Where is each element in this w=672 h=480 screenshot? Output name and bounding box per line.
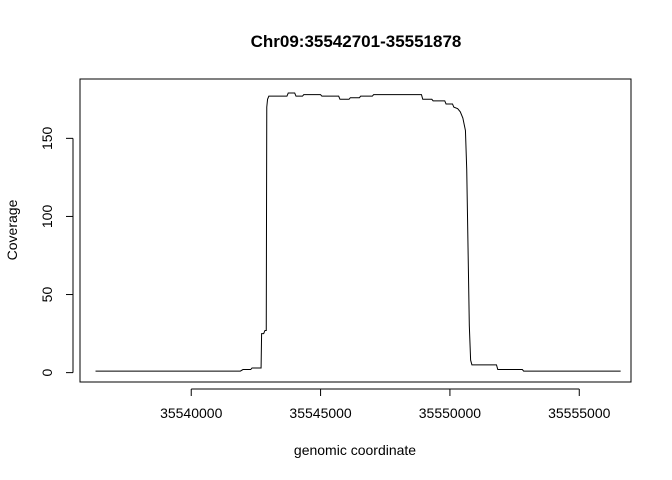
x-tick-label: 35540000 xyxy=(160,405,223,421)
chart-title: Chr09:35542701-35551878 xyxy=(251,32,462,51)
series-layer xyxy=(95,92,621,372)
x-tick-label: 35545000 xyxy=(289,405,352,421)
x-axis-label: genomic coordinate xyxy=(294,442,416,458)
y-tick-label: 100 xyxy=(39,205,55,229)
coverage-line xyxy=(95,92,621,372)
x-tick-label: 35550000 xyxy=(419,405,482,421)
y-axis-label: Coverage xyxy=(4,199,20,260)
y-axis: 0 50 100 150 xyxy=(39,126,74,377)
x-axis: 35540000 35545000 35550000 35555000 xyxy=(160,388,611,421)
plot-frame xyxy=(79,78,632,383)
y-tick-label: 150 xyxy=(39,126,55,150)
y-tick-label: 0 xyxy=(39,369,55,377)
y-tick-label: 50 xyxy=(39,287,55,303)
x-tick-label: 35555000 xyxy=(548,405,611,421)
